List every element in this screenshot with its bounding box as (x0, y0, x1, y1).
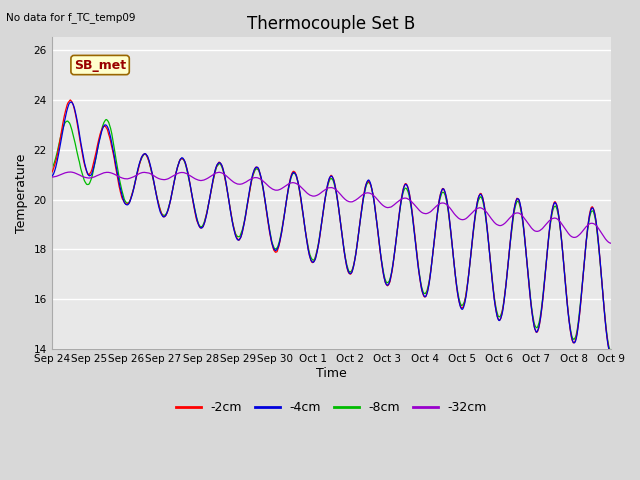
X-axis label: Time: Time (316, 367, 347, 380)
Y-axis label: Temperature: Temperature (15, 154, 28, 233)
Legend: -2cm, -4cm, -8cm, -32cm: -2cm, -4cm, -8cm, -32cm (171, 396, 492, 419)
Title: Thermocouple Set B: Thermocouple Set B (247, 15, 415, 33)
Text: SB_met: SB_met (74, 59, 126, 72)
Text: No data for f_TC_temp09: No data for f_TC_temp09 (6, 12, 136, 23)
